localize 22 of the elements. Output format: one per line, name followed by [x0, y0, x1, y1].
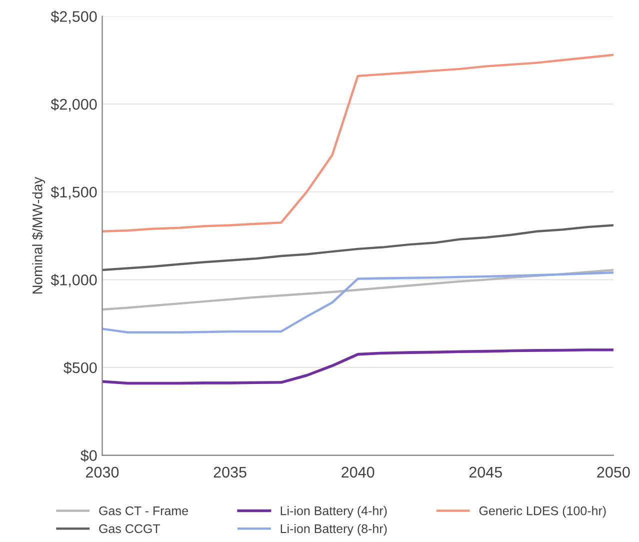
x-tick-label: 2050 — [597, 466, 630, 478]
y-tick-label: $1,500 — [50, 186, 97, 200]
x-tick-label: 2040 — [342, 466, 374, 478]
y-tick-label: $1,000 — [50, 274, 97, 288]
y-axis-title: Nominal $/MW-day — [32, 176, 46, 294]
legend-label: Li-ion Battery (8-hr) — [280, 524, 387, 536]
line-series — [102, 272, 614, 334]
line-series — [102, 224, 614, 272]
y-tick-label: $0 — [80, 450, 97, 462]
legend-label: Gas CT - Frame — [99, 506, 188, 516]
line-series — [102, 54, 614, 232]
x-tick-label: 2035 — [214, 466, 246, 478]
y-tick-label: $500 — [64, 362, 97, 374]
x-tick-label: 2030 — [86, 466, 119, 478]
legend-label: Gas CCGT — [99, 524, 160, 534]
line-series — [102, 268, 614, 311]
line-series — [102, 348, 614, 385]
x-tick-label: 2045 — [469, 466, 502, 478]
legend-label: Generic LDES (100-hr) — [479, 506, 606, 518]
y-tick-label: $2,500 — [50, 10, 97, 24]
legend-label: Li-ion Battery (4-hr) — [280, 506, 387, 518]
y-tick-label: $2,000 — [50, 98, 97, 112]
